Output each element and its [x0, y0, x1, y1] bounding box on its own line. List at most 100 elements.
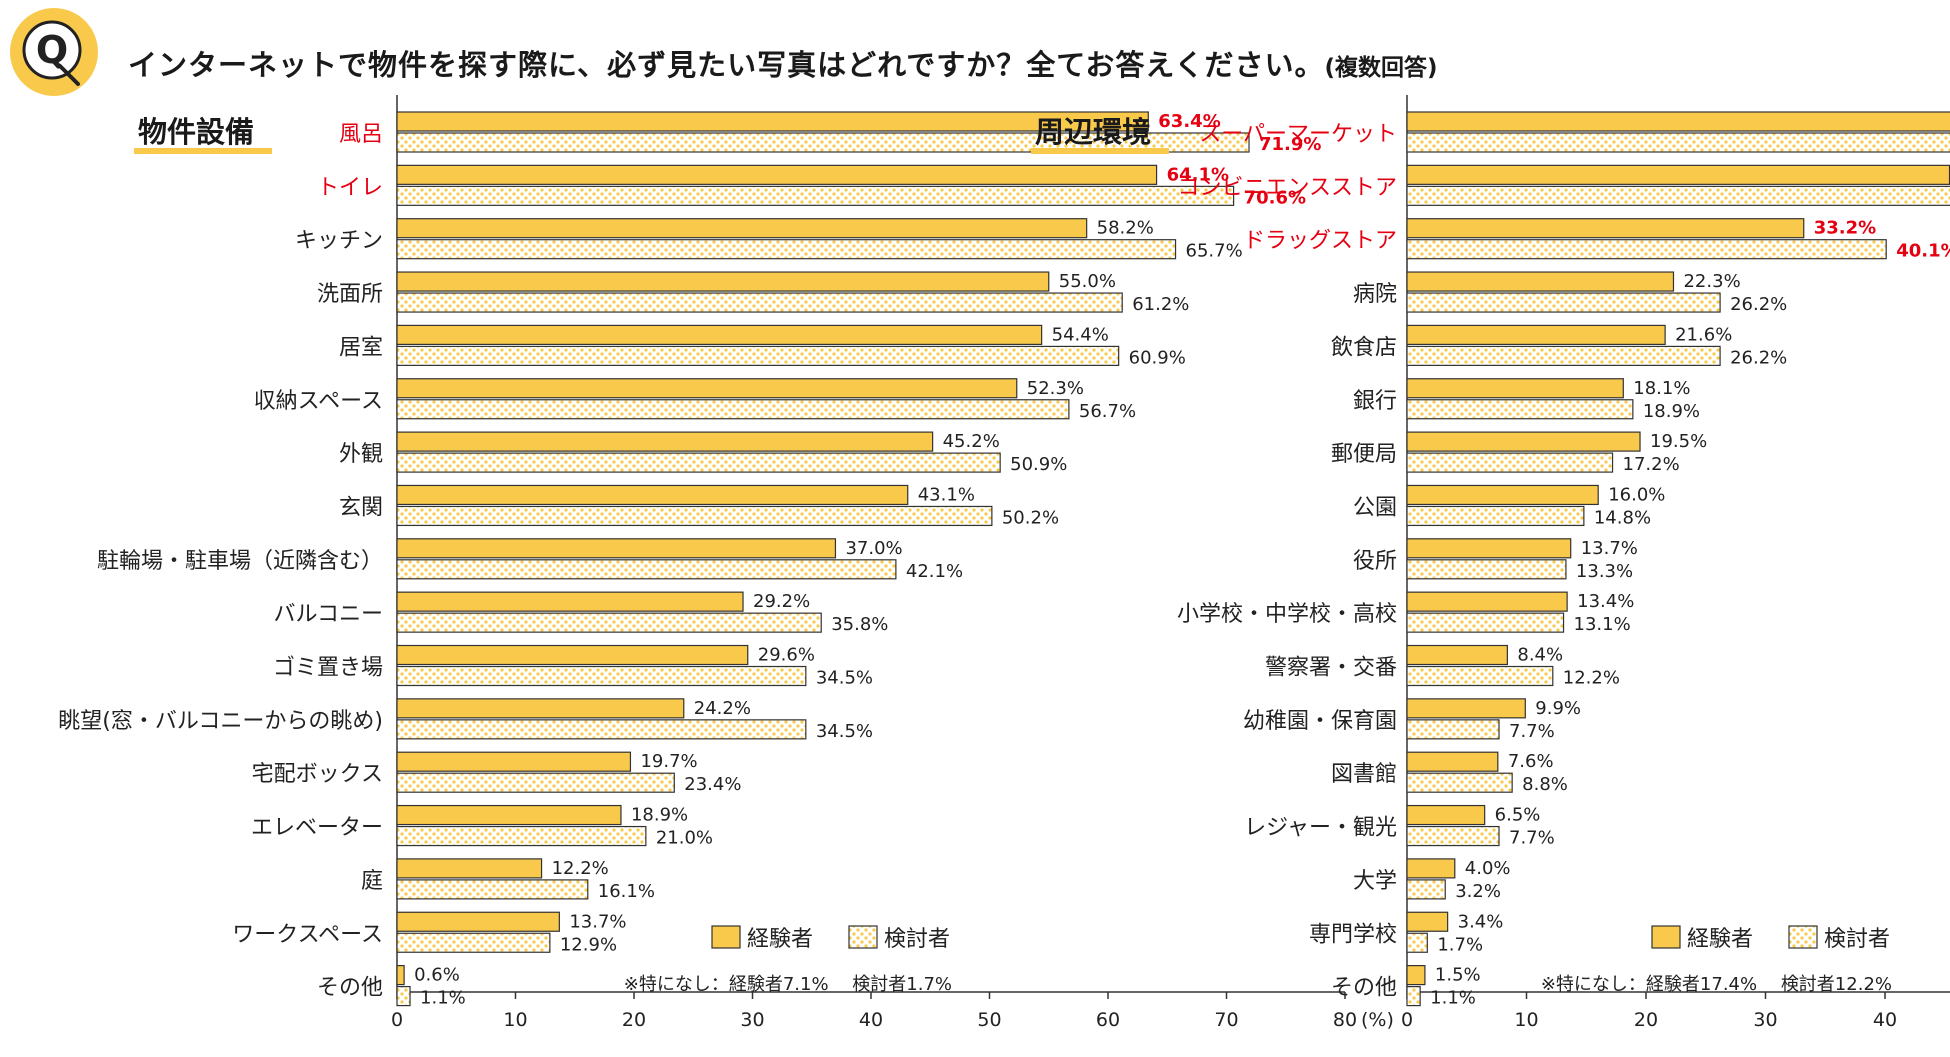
surroundings-category-label: スーパーマーケット: [1199, 122, 1397, 147]
surroundings-legend-label-experienced: 経験者: [1687, 927, 1753, 952]
surroundings-bar-considering: [1406, 452, 1614, 473]
surroundings-bar-experienced: [1406, 484, 1599, 506]
surroundings-bar-considering: [1406, 132, 1950, 153]
surroundings-value-label-experienced: 9.9%: [1535, 698, 1581, 719]
surroundings-category-label: 郵便局: [1331, 442, 1397, 467]
surroundings-value-label-considering: 40.1%: [1896, 241, 1950, 262]
equipment-x-tick-label: 80: [1333, 1009, 1357, 1031]
surroundings-value-label-considering: 1.7%: [1437, 934, 1483, 955]
surroundings-x-tick-label: 40: [1873, 1009, 1897, 1031]
surroundings-bar-considering: [1406, 239, 1887, 260]
equipment-value-label-experienced: 37.0%: [845, 538, 902, 559]
surroundings-bar-considering: [1406, 932, 1428, 953]
equipment-bar-experienced: [396, 431, 934, 452]
equipment-bar-considering: [396, 239, 1177, 260]
surroundings-value-label-considering: 17.2%: [1623, 454, 1680, 475]
question-badge-icon: Q: [10, 8, 98, 96]
question-note: (複数回答): [1324, 55, 1438, 81]
equipment-bar-experienced: [396, 324, 1043, 345]
equipment-value-label-experienced: 29.6%: [758, 645, 815, 666]
surroundings-bar-experienced: [1406, 324, 1666, 345]
equipment-bar-experienced: [396, 858, 543, 879]
equipment-bar-experienced: [396, 751, 632, 772]
surroundings-category-label: その他: [1331, 976, 1397, 1001]
equipment-value-label-experienced: 43.1%: [918, 484, 975, 505]
question-badge-letter: Q: [36, 28, 68, 72]
equipment-legend-label-experienced: 経験者: [747, 927, 813, 952]
surroundings-bar-considering: [1406, 879, 1446, 900]
surroundings-category-label: 銀行: [1353, 389, 1397, 414]
surroundings-value-label-experienced: 18.1%: [1633, 378, 1690, 399]
surroundings-bar-experienced: [1406, 858, 1456, 879]
surroundings-value-label-experienced: 7.6%: [1508, 751, 1554, 772]
surroundings-value-label-considering: 18.9%: [1643, 401, 1700, 422]
surroundings-bar-considering: [1406, 612, 1565, 633]
equipment-value-label-considering: 16.1%: [598, 881, 655, 902]
equipment-category-label: トイレ: [317, 175, 383, 200]
equipment-value-label-experienced: 58.2%: [1097, 218, 1154, 239]
surroundings-value-label-considering: 26.2%: [1730, 294, 1787, 315]
surroundings-x-tick-label: 0: [1401, 1009, 1413, 1031]
equipment-value-label-experienced: 55.0%: [1059, 271, 1116, 292]
equipment-value-label-considering: 42.1%: [906, 561, 963, 582]
equipment-bar-considering: [396, 772, 675, 793]
equipment-bar-experienced: [396, 804, 622, 826]
surroundings-bar-experienced: [1406, 431, 1641, 452]
equipment-bar-considering: [396, 719, 807, 740]
equipment-bar-considering: [396, 879, 589, 900]
equipment-category-label: 玄関: [339, 495, 383, 520]
surroundings-category-label: 役所: [1353, 549, 1397, 574]
surroundings-bar-considering: [1406, 185, 1950, 206]
equipment-value-label-considering: 23.4%: [684, 774, 741, 795]
surroundings-value-label-experienced: 1.5%: [1435, 965, 1481, 986]
surroundings-x-tick-label: 20: [1634, 1009, 1658, 1031]
surroundings-category-label: 飲食店: [1331, 335, 1397, 360]
equipment-value-label-experienced: 0.6%: [414, 965, 460, 986]
equipment-value-label-considering: 1.1%: [420, 988, 466, 1009]
equipment-bar-experienced: [396, 964, 405, 986]
equipment-title-underline: [134, 148, 272, 154]
surroundings-bar-experienced: [1406, 698, 1526, 719]
equipment-category-label: 居室: [339, 335, 383, 360]
equipment-x-tick-label: 60: [1096, 1009, 1120, 1031]
surroundings-bar-experienced: [1406, 218, 1805, 239]
surroundings-value-label-experienced: 13.4%: [1577, 591, 1634, 612]
equipment-value-label-experienced: 45.2%: [943, 431, 1000, 452]
equipment-value-label-experienced: 64.1%: [1167, 164, 1229, 185]
equipment-value-label-considering: 61.2%: [1132, 294, 1189, 315]
surroundings-bar-considering: [1406, 559, 1567, 580]
surroundings-legend-swatch-experienced: [1651, 925, 1681, 949]
equipment-bar-experienced: [396, 218, 1088, 239]
surroundings-category-label: 専門学校: [1309, 922, 1397, 947]
surroundings-value-label-experienced: 6.5%: [1495, 805, 1541, 826]
surroundings-bar-considering: [1406, 505, 1585, 527]
equipment-value-label-considering: 70.6%: [1244, 187, 1306, 208]
equipment-value-label-experienced: 54.4%: [1052, 324, 1109, 345]
equipment-bar-experienced: [396, 484, 909, 506]
equipment-title: 物件設備: [138, 115, 254, 149]
equipment-value-label-considering: 65.7%: [1186, 241, 1243, 262]
equipment-bar-considering: [396, 825, 647, 847]
surroundings-value-label-considering: 13.1%: [1574, 614, 1631, 635]
equipment-bar-experienced: [396, 538, 837, 559]
surroundings-legend-label-considering: 検討者: [1824, 927, 1890, 952]
equipment-bar-experienced: [396, 644, 749, 666]
surroundings-value-label-experienced: 16.0%: [1608, 484, 1665, 505]
equipment-bar-considering: [396, 399, 1070, 420]
surroundings-value-label-experienced: 21.6%: [1675, 324, 1732, 345]
equipment-value-label-considering: 35.8%: [831, 614, 888, 635]
equipment-category-label: ゴミ置き場: [273, 656, 383, 681]
equipment-bar-considering: [396, 132, 1250, 153]
surroundings-bar-considering: [1406, 399, 1634, 420]
surroundings-value-label-experienced: 22.3%: [1683, 271, 1740, 292]
equipment-value-label-experienced: 19.7%: [640, 751, 697, 772]
equipment-legend-swatch-experienced: [711, 925, 741, 949]
equipment-value-label-considering: 12.9%: [560, 934, 617, 955]
surroundings-bar-experienced: [1406, 538, 1572, 559]
equipment-value-label-considering: 50.9%: [1010, 454, 1067, 475]
equipment-category-label: 駐輪場・駐車場（近隣含む）: [97, 549, 383, 574]
equipment-x-tick-label: 50: [977, 1009, 1001, 1031]
equipment-bar-considering: [396, 185, 1235, 206]
